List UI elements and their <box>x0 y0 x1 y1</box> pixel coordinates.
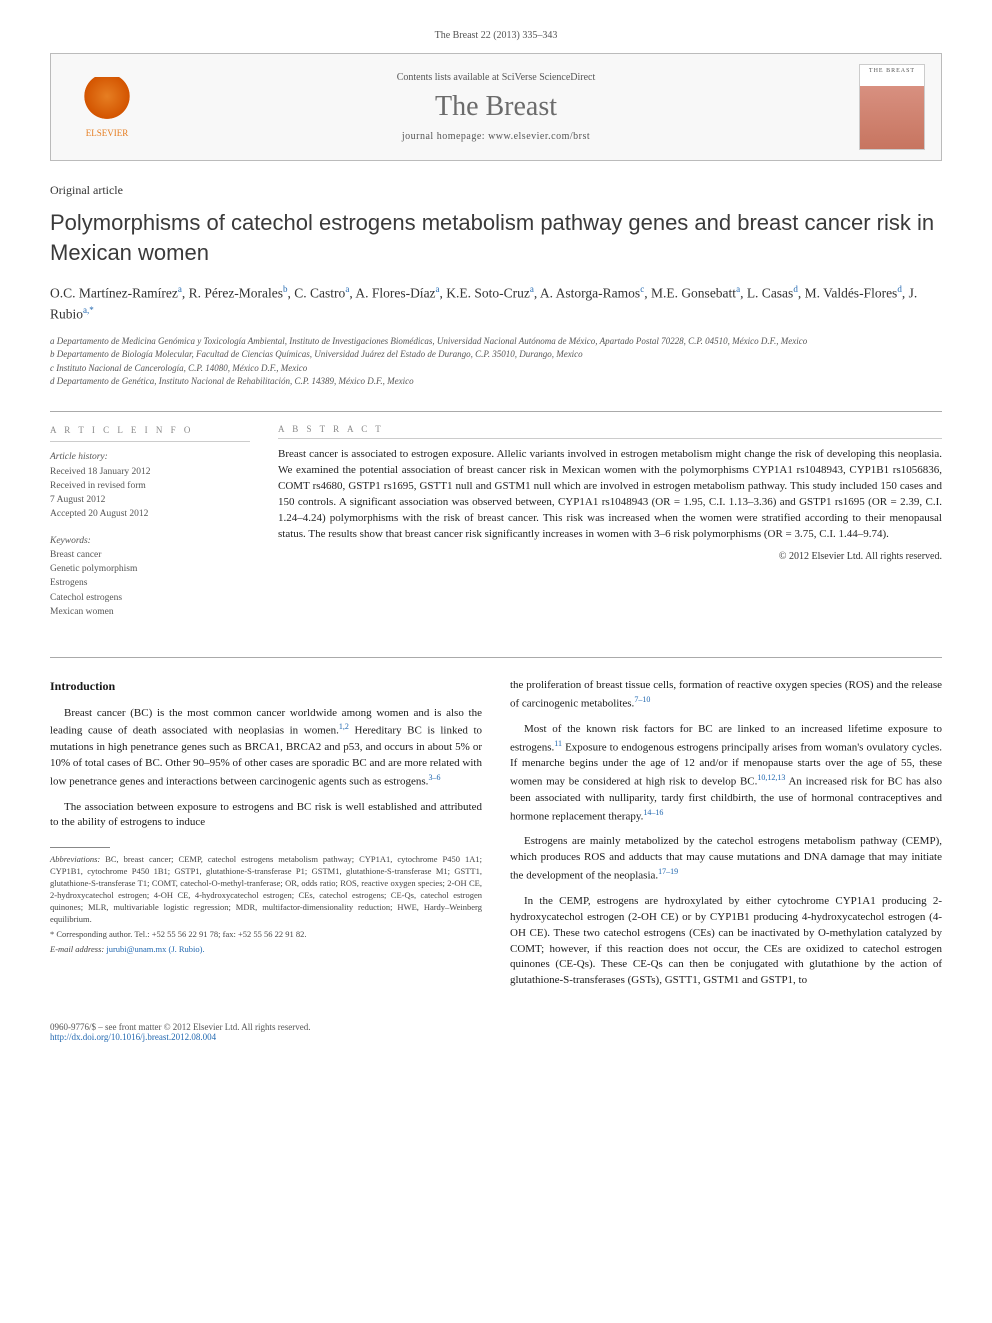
keywords-block: Keywords: Breast cancer Genetic polymorp… <box>50 534 250 620</box>
page-footer: 0960-9776/$ – see front matter © 2012 El… <box>50 1022 942 1042</box>
body-paragraph: Most of the known risk factors for BC ar… <box>510 722 942 826</box>
keyword-item: Catechol estrogens <box>50 591 250 605</box>
corresp-footnote: * Corresponding author. Tel.: +52 55 56 … <box>50 929 482 941</box>
keywords-label: Keywords: <box>50 534 250 548</box>
affiliation-b: b Departamento de Biología Molecular, Fa… <box>50 348 942 362</box>
body-paragraph: Estrogens are mainly metabolized by the … <box>510 834 942 884</box>
cover-label: THE BREAST <box>860 68 924 74</box>
journal-homepage: journal homepage: www.elsevier.com/brst <box>147 131 845 142</box>
revised-date: 7 August 2012 <box>50 493 250 507</box>
body-paragraph: Breast cancer (BC) is the most common ca… <box>50 706 482 791</box>
history-label: Article history: <box>50 450 250 464</box>
affiliation-a: a Departamento de Medicina Genómica y To… <box>50 335 942 349</box>
body-paragraph: In the CEMP, estrogens are hydroxylated … <box>510 894 942 990</box>
cover-thumbnail: THE BREAST <box>859 64 925 150</box>
article-type: Original article <box>50 183 942 198</box>
publisher-logo-block: ELSEVIER <box>67 77 147 138</box>
affiliations: a Departamento de Medicina Genómica y To… <box>50 335 942 389</box>
elsevier-tree-icon <box>83 77 131 125</box>
body-col-right: the proliferation of breast tissue cells… <box>510 678 942 998</box>
history-block: Article history: Received 18 January 201… <box>50 450 250 521</box>
revised-label: Received in revised form <box>50 479 250 493</box>
journal-name: The Breast <box>147 91 845 123</box>
doi-link[interactable]: http://dx.doi.org/10.1016/j.breast.2012.… <box>50 1032 216 1042</box>
body-paragraph: the proliferation of breast tissue cells… <box>510 678 942 713</box>
abstract-copyright: © 2012 Elsevier Ltd. All rights reserved… <box>278 551 942 562</box>
footer-copyright: 0960-9776/$ – see front matter © 2012 El… <box>50 1022 942 1032</box>
introduction-heading: Introduction <box>50 678 482 695</box>
journal-center: Contents lists available at SciVerse Sci… <box>147 72 845 142</box>
footnote-rule <box>50 847 110 848</box>
abbrev-text: BC, breast cancer; CEMP, catechol estrog… <box>50 854 482 923</box>
abstract-heading: A B S T R A C T <box>278 424 942 439</box>
body-columns: Introduction Breast cancer (BC) is the m… <box>50 678 942 998</box>
contents-available-line: Contents lists available at SciVerse Sci… <box>147 72 845 83</box>
body-paragraph: The association between exposure to estr… <box>50 800 482 832</box>
article-info-heading: A R T I C L E I N F O <box>50 424 250 443</box>
header-citation: The Breast 22 (2013) 335–343 <box>50 30 942 41</box>
info-abstract-row: A R T I C L E I N F O Article history: R… <box>50 411 942 631</box>
email-label: E-mail address: <box>50 944 104 954</box>
abstract-col: A B S T R A C T Breast cancer is associa… <box>278 424 942 631</box>
email-footnote: E-mail address: jurubi@unam.mx (J. Rubio… <box>50 944 482 956</box>
keyword-item: Mexican women <box>50 605 250 619</box>
accepted-date: Accepted 20 August 2012 <box>50 507 250 521</box>
contents-text: Contents lists available at SciVerse Sci… <box>397 72 596 83</box>
article-title: Polymorphisms of catechol estrogens meta… <box>50 208 942 267</box>
abbrev-footnote: Abbreviations: BC, breast cancer; CEMP, … <box>50 854 482 925</box>
keyword-item: Genetic polymorphism <box>50 562 250 576</box>
email-value[interactable]: jurubi@unam.mx (J. Rubio). <box>106 944 204 954</box>
footnotes: Abbreviations: BC, breast cancer; CEMP, … <box>50 854 482 955</box>
section-divider <box>50 657 942 658</box>
journal-cover-block: THE BREAST <box>845 64 925 150</box>
affiliation-c: c Instituto Nacional de Cancerología, C.… <box>50 362 942 376</box>
journal-header-box: ELSEVIER Contents lists available at Sci… <box>50 53 942 161</box>
keyword-item: Estrogens <box>50 576 250 590</box>
article-info-col: A R T I C L E I N F O Article history: R… <box>50 424 250 631</box>
keyword-item: Breast cancer <box>50 548 250 562</box>
abbrev-label: Abbreviations: <box>50 854 100 864</box>
publisher-label: ELSEVIER <box>67 128 147 138</box>
abstract-text: Breast cancer is associated to estrogen … <box>278 447 942 543</box>
received-date: Received 18 January 2012 <box>50 465 250 479</box>
authors-line: O.C. Martínez-Ramíreza, R. Pérez-Morales… <box>50 283 942 325</box>
body-col-left: Introduction Breast cancer (BC) is the m… <box>50 678 482 998</box>
affiliation-d: d Departamento de Genética, Instituto Na… <box>50 375 942 389</box>
